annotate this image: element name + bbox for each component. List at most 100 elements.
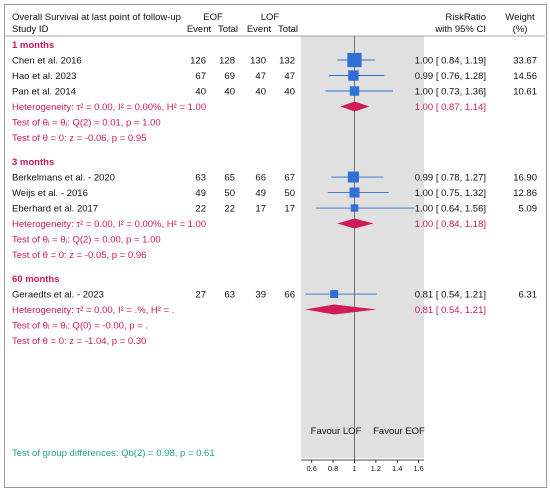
study-row: Berkelmans et al. - 2020 63 65 66 67 0.99 [ 0…: [12, 171, 537, 184]
effect-marker: [347, 52, 362, 68]
effect-marker: [349, 86, 360, 96]
lof-events: 47: [255, 71, 266, 82]
group-differences-test: Test of group differences: Qb(2) = 0.98,…: [12, 448, 215, 459]
lof-total: 50: [284, 188, 295, 199]
study-name: Pan et al. 2014: [12, 87, 76, 98]
eof-total: 65: [224, 173, 235, 184]
effect-ci: 0.99 [ 0.78, 1.27]: [415, 173, 486, 184]
eof-events: 126: [190, 56, 206, 67]
study-id-header: Study ID: [12, 24, 49, 35]
study-name: Eberhard et al. 2017: [12, 204, 98, 215]
group1-event-header: Event: [187, 24, 212, 35]
study-weight: 14.56: [513, 71, 537, 82]
eof-total: 69: [224, 71, 235, 82]
chart-title: Overall Survival at last point of follow…: [12, 12, 181, 23]
study-row: Pan et al. 2014 40 40 40 40 1.00 [ 0.73, 1.36…: [12, 86, 537, 98]
effect-marker: [348, 70, 359, 81]
eof-total: 22: [224, 204, 235, 215]
study-weight: 10.61: [513, 87, 537, 98]
effect-ci: 1.00 [ 0.84, 1.19]: [415, 56, 486, 67]
eof-events: 22: [195, 204, 206, 215]
heterogeneity-stats: Heterogeneity: τ² = 0.00, I² = 0.00%, H²…: [12, 102, 206, 113]
weight-unit-header: (%): [513, 24, 528, 35]
lof-total: 47: [284, 71, 295, 82]
eof-events: 40: [195, 87, 206, 98]
pooled-diamond: [305, 304, 377, 315]
lof-total: 132: [279, 56, 295, 67]
study-name: Geraedts et al. - 2023: [12, 290, 104, 301]
study-name: Weijs et al. - 2016: [12, 188, 88, 199]
effect-header: RiskRatio: [445, 12, 486, 23]
study-weight: 6.31: [519, 290, 538, 301]
heterogeneity-stats: Heterogeneity: τ² = 0.00, I² = .%, H² = …: [12, 305, 174, 316]
effect-ci: 0.99 [ 0.76, 1.28]: [415, 71, 486, 82]
pooled-diamond: [340, 101, 370, 112]
effect-marker: [350, 204, 359, 212]
study-name: Berkelmans et al. - 2020: [12, 173, 115, 184]
study-name: Hao et al. 2023: [12, 71, 76, 82]
x-tick-label: 1.4: [392, 464, 402, 473]
pooled-effect-ci: 1.00 [ 0.87, 1.14]: [415, 102, 486, 113]
forest-plot-frame: [4, 4, 547, 488]
pooled-diamond: [337, 218, 374, 229]
group-label: 60 months: [12, 274, 60, 285]
study-row: Hao et al. 2023 67 69 47 47 0.99 [ 0.76, 1.28…: [12, 70, 537, 82]
test-zero-effect: Test of θ = 0: z = -0.05, p = 0.96: [12, 250, 146, 261]
x-axis: 0.6 0.8 1 1.2 1.4 1.6: [306, 460, 424, 473]
effect-marker: [349, 187, 360, 198]
lof-events: 130: [250, 56, 266, 67]
lof-total: 66: [284, 290, 295, 301]
eof-total: 128: [219, 56, 235, 67]
effect-ci: 1.00 [ 0.75, 1.32]: [415, 188, 486, 199]
effect-ci: 1.00 [ 0.73, 1.36]: [415, 87, 486, 98]
lof-events: 39: [255, 290, 266, 301]
eof-total: 40: [224, 87, 235, 98]
test-equal-effects: Test of θᵢ = θⱼ: Q(2) = 0.00, p = 1.00: [12, 235, 161, 246]
group2-total-header: Total: [278, 24, 298, 35]
study-row: Weijs et al. - 2016 49 50 49 50 1.00 [ 0.75, …: [12, 187, 537, 199]
effect-marker: [347, 171, 359, 183]
lof-events: 40: [255, 87, 266, 98]
effect-ci: 0.81 [ 0.54, 1.21]: [415, 290, 486, 301]
study-row: Chen et al. 2016 126 128 130 132 1.00 [ 0.84,…: [12, 52, 537, 68]
forest-body: 1 months Chen et al. 2016 126 128 130 132 1.00…: [12, 36, 537, 460]
study-weight: 33.67: [513, 56, 537, 67]
eof-events: 27: [195, 290, 206, 301]
eof-total: 63: [224, 290, 235, 301]
study-row: Eberhard et al. 2017 22 22 17 17 1.00 [ 0.64,…: [12, 204, 537, 215]
eof-total: 50: [224, 188, 235, 199]
x-tick-label: 0.8: [328, 464, 338, 473]
study-weight: 5.09: [519, 204, 538, 215]
study-weight: 12.86: [513, 188, 537, 199]
heterogeneity-stats: Heterogeneity: τ² = 0.00, I² = 0.00%, H²…: [12, 219, 206, 230]
weight-header: Weight: [505, 12, 535, 23]
test-zero-effect: Test of θ = 0: z = -0.06, p = 0.95: [12, 133, 146, 144]
lof-events: 49: [255, 188, 266, 199]
x-tick-label: 1.6: [413, 464, 423, 473]
pooled-effect-ci: 0.81 [ 0.54, 1.21]: [415, 305, 486, 316]
effect-marker: [330, 290, 339, 299]
eof-events: 49: [195, 188, 206, 199]
favour-left-label: Favour LOF: [311, 426, 362, 437]
group-label: 1 months: [12, 40, 54, 51]
test-equal-effects: Test of θᵢ = θⱼ: Q(0) = -0.00, p = .: [12, 321, 148, 332]
ci-header: with 95% CI: [434, 24, 486, 35]
lof-total: 67: [284, 173, 295, 184]
study-name: Chen et al. 2016: [12, 56, 82, 67]
group-label: 3 months: [12, 157, 54, 168]
study-row: Geraedts et al. - 2023 27 63 39 66 0.81 [ 0.5…: [12, 290, 537, 301]
eof-events: 63: [195, 173, 206, 184]
group1-header: EOF: [203, 12, 223, 23]
eof-events: 67: [195, 71, 206, 82]
plot-band: [301, 36, 424, 458]
lof-events: 66: [255, 173, 266, 184]
group1-total-header: Total: [218, 24, 238, 35]
study-weight: 16.90: [513, 173, 537, 184]
test-equal-effects: Test of θᵢ = θⱼ: Q(2) = 0.01, p = 1.00: [12, 118, 161, 129]
lof-events: 17: [255, 204, 266, 215]
x-tick-label: 0.6: [306, 464, 316, 473]
effect-ci: 1.00 [ 0.64, 1.56]: [415, 204, 486, 215]
pooled-effect-ci: 1.00 [ 0.84, 1.18]: [415, 219, 486, 230]
group2-event-header: Event: [247, 24, 272, 35]
lof-total: 17: [284, 204, 295, 215]
